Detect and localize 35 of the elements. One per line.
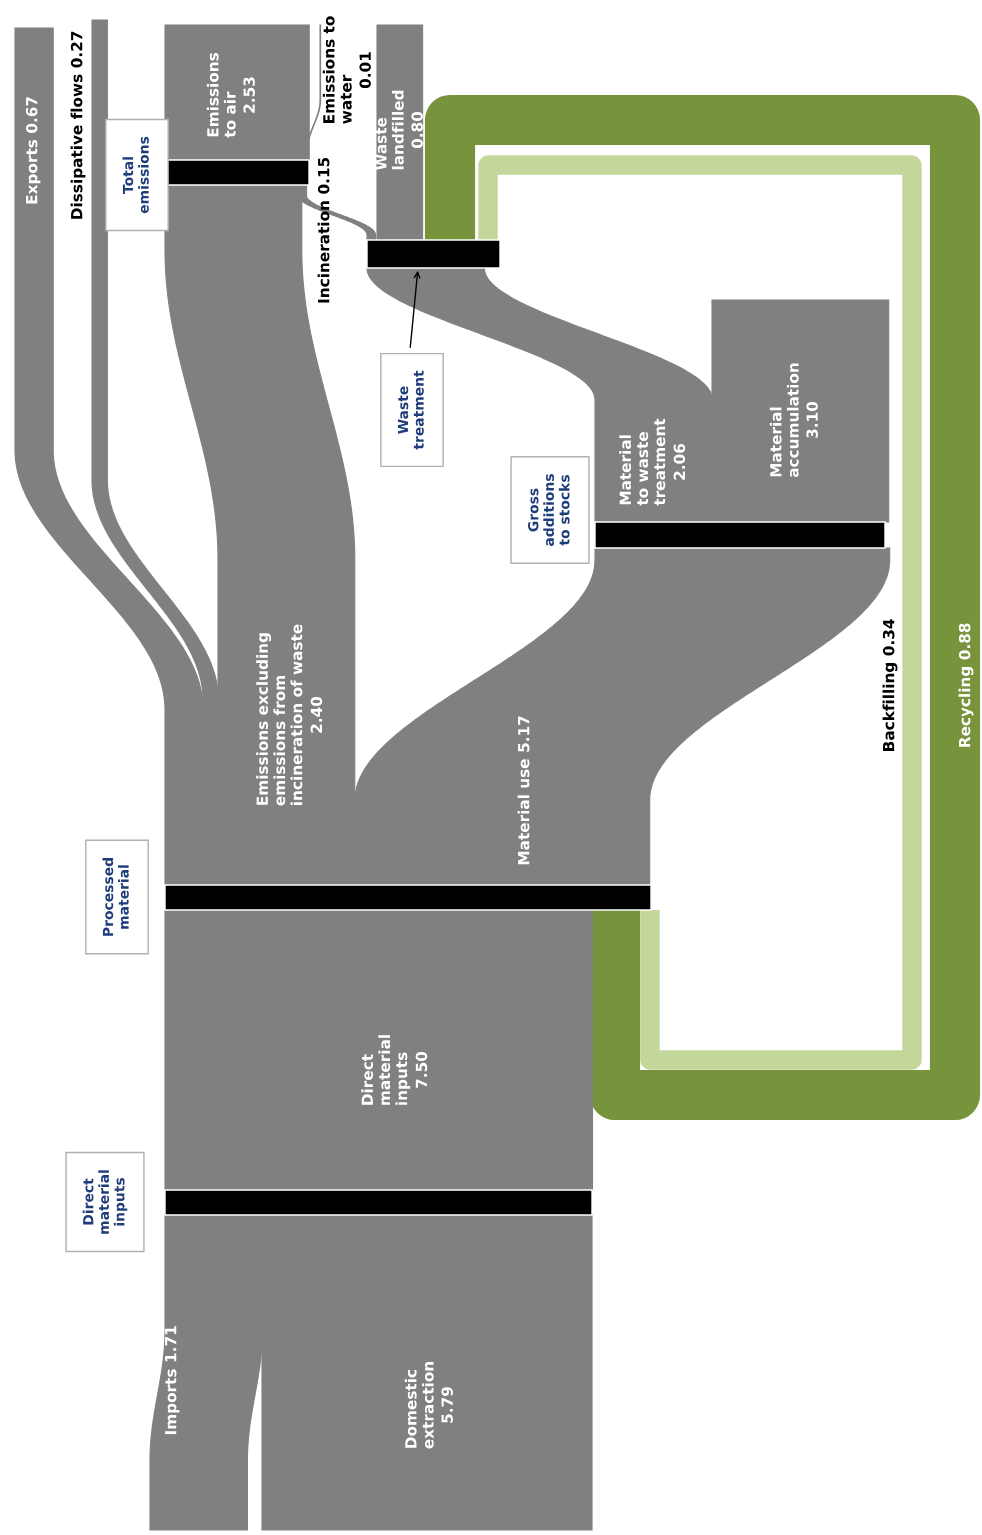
data-label: 7.50	[415, 1051, 428, 1088]
text: Gross additions to stocks	[527, 474, 570, 546]
category-label: Material to waste treatment	[619, 418, 666, 506]
data-label: 0.15	[317, 157, 330, 194]
category-label: Emissions to water	[322, 16, 352, 124]
category-label: Emissions to air	[206, 52, 236, 138]
category-label: Recycling	[958, 667, 974, 747]
data-label: 0.80	[411, 111, 423, 149]
data-label: 2.53	[243, 77, 255, 113]
category-label: Imports	[165, 1369, 180, 1435]
category-label: Incineration	[317, 201, 330, 303]
category-label: Dissipative flows	[70, 74, 86, 219]
data-label: 0.67	[25, 97, 38, 133]
category-label: Direct material inputs	[361, 1035, 411, 1105]
text: Waste treatment	[397, 370, 424, 450]
category-label: Backfilling	[882, 662, 898, 751]
data-label: 5.79	[441, 1387, 453, 1423]
category-label: Material accumulation	[769, 363, 799, 478]
category-label: Waste landfilled	[375, 90, 404, 171]
data-label: 2.06	[673, 443, 686, 480]
category-label: Emissions excluding emissions from incineration of waste	[256, 624, 303, 806]
data-label: 1.71	[165, 1326, 177, 1362]
category-label: Domestic extraction	[404, 1362, 434, 1449]
data-label: 3.10	[806, 401, 818, 438]
data-label: 0.88	[958, 623, 971, 660]
data-label: 0.27	[70, 31, 83, 68]
data-label: 2.40	[310, 696, 323, 733]
text: Processed material	[102, 858, 129, 936]
data-label: 0.34	[882, 619, 895, 656]
data-label: 5.17	[518, 716, 530, 752]
data-label: 0.01	[359, 52, 371, 89]
category-label: Material use	[517, 759, 530, 865]
category-label: Exports	[26, 139, 41, 204]
text: Direct material inputs	[82, 1170, 128, 1234]
text: Total emissions	[122, 136, 149, 214]
